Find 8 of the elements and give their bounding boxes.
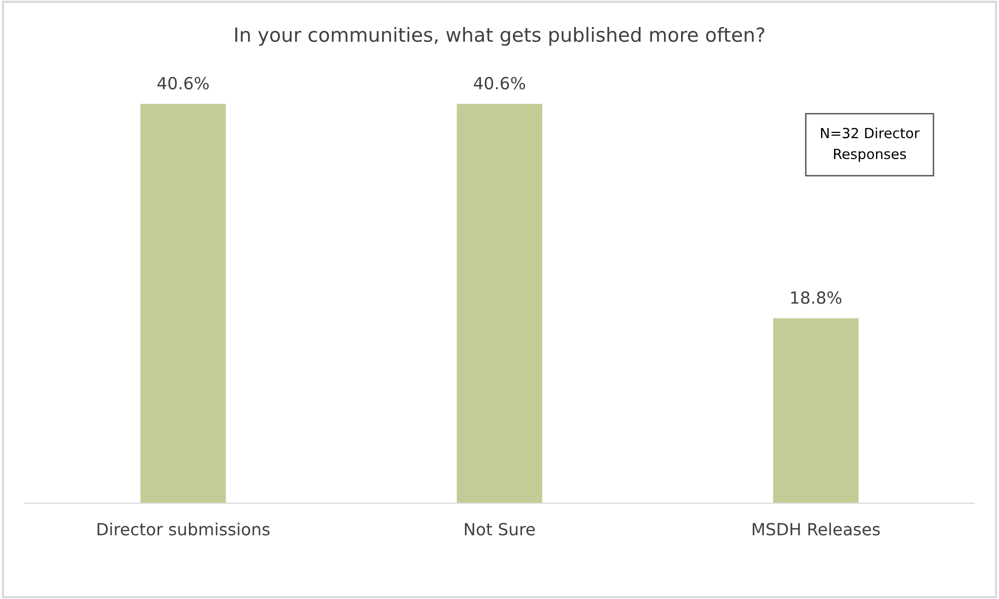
x-tick-label: Director submissions [98,522,270,536]
x-tick-label: Not Sure [464,522,535,536]
annotation: N=32 Director Responses [821,128,920,162]
x-tick-label: MSDH Releases [752,522,880,536]
data-label: 18.8% [791,291,842,304]
chart-title: In your communities, what gets published more often? [235,26,764,46]
data-label: 40.6% [157,76,209,90]
data-label: 40.6% [474,76,526,90]
